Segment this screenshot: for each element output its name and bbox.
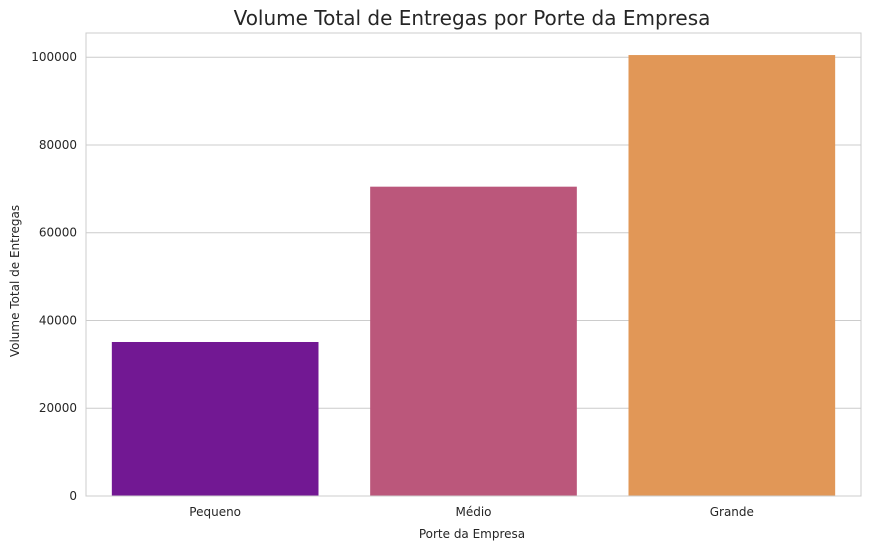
x-tick-label-0: Pequeno: [189, 505, 241, 519]
y-tick-label-5: 100000: [31, 50, 77, 64]
x-axis-label: Porte da Empresa: [419, 527, 525, 541]
y-tick-label-3: 60000: [39, 226, 77, 240]
bar-pequeno: [111, 341, 319, 496]
x-tick-label-1: Médio: [455, 505, 491, 519]
chart-title: Volume Total de Entregas por Porte da Em…: [234, 6, 711, 30]
x-tick-label-2: Grande: [710, 505, 754, 519]
plot-frame: [85, 32, 862, 497]
bar-médio: [370, 186, 577, 496]
y-axis-ticks: 0 20000 40000 60000 80000 100000: [31, 50, 77, 503]
y-tick-label-1: 20000: [39, 401, 77, 415]
y-tick-label-4: 80000: [39, 138, 77, 152]
plot-border: [85, 32, 862, 497]
y-tick-label-0: 0: [69, 489, 77, 503]
y-axis-label: Volume Total de Entregas: [8, 205, 22, 357]
x-axis-ticks: Pequeno Médio Grande: [189, 505, 754, 519]
y-tick-label-2: 40000: [39, 313, 77, 327]
bar-grande: [628, 55, 836, 497]
bars: [111, 55, 836, 497]
